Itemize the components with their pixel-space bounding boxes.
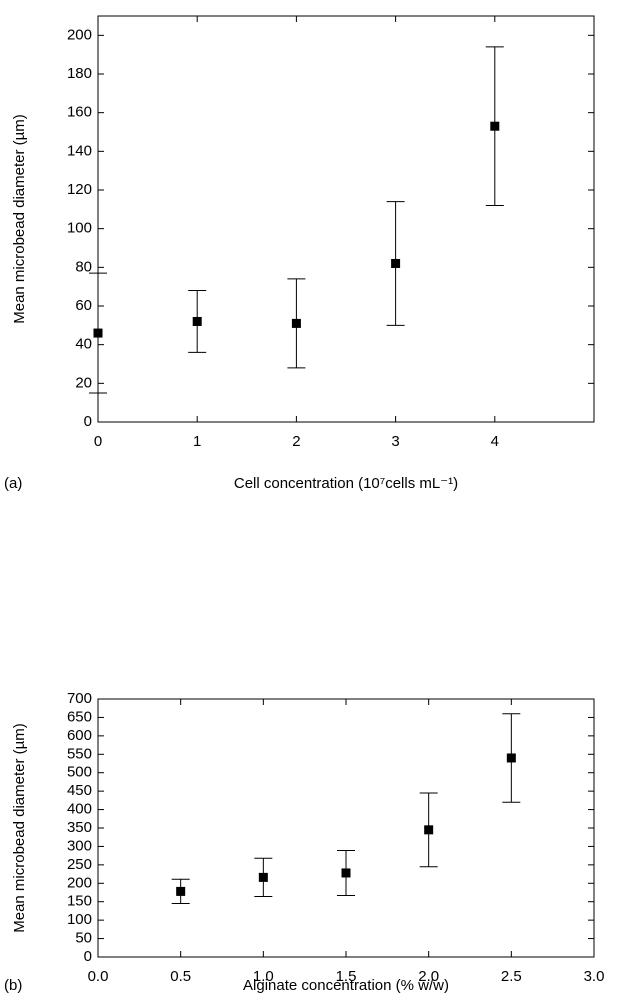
y-axis-label: Mean microbead diameter (µm) (11, 723, 28, 933)
y-tick-label: 0 (84, 413, 92, 430)
x-tick-label: 0.5 (170, 968, 191, 985)
panel-label: (a) (4, 475, 22, 492)
y-tick-label: 200 (67, 874, 92, 891)
point (341, 868, 351, 878)
point (490, 121, 500, 131)
y-tick-label: 80 (75, 258, 92, 275)
y-tick-label: 350 (67, 819, 92, 836)
point (176, 886, 186, 896)
x-tick-label: 0 (94, 433, 102, 450)
point (424, 825, 434, 835)
y-tick-label: 40 (75, 336, 92, 353)
y-tick-label: 180 (67, 65, 92, 82)
point (391, 258, 401, 268)
y-tick-label: 700 (67, 690, 92, 707)
point (291, 318, 301, 328)
x-tick-label: 2.0 (418, 968, 439, 985)
x-tick-label: 1 (193, 433, 201, 450)
y-tick-label: 550 (67, 745, 92, 762)
y-tick-label: 120 (67, 181, 92, 198)
y-tick-label: 450 (67, 782, 92, 799)
y-tick-label: 100 (67, 911, 92, 928)
point (93, 328, 103, 338)
x-tick-label: 2 (292, 433, 300, 450)
y-axis-label: Mean microbead diameter (µm) (11, 114, 28, 324)
y-tick-label: 300 (67, 837, 92, 854)
point (258, 872, 268, 882)
y-tick-label: 250 (67, 856, 92, 873)
x-axis-label: Cell concentration (10⁷cells mL⁻¹) (234, 475, 458, 492)
x-tick-label: 0.0 (88, 968, 109, 985)
plot-frame (97, 15, 595, 423)
y-tick-label: 60 (75, 297, 92, 314)
y-tick-label: 100 (67, 220, 92, 237)
y-tick-label: 400 (67, 801, 92, 818)
x-tick-label: 3.0 (584, 968, 605, 985)
y-tick-label: 650 (67, 708, 92, 725)
y-tick-label: 50 (75, 930, 92, 947)
y-tick-label: 140 (67, 142, 92, 159)
y-tick-label: 0 (84, 948, 92, 965)
y-tick-label: 500 (67, 764, 92, 781)
panel-label: (b) (4, 977, 22, 994)
y-tick-label: 150 (67, 893, 92, 910)
y-tick-label: 160 (67, 104, 92, 121)
x-tick-label: 4 (491, 433, 499, 450)
x-tick-label: 1.0 (253, 968, 274, 985)
point (192, 316, 202, 326)
x-axis-label: Alginate concentration (% w/w) (243, 977, 449, 994)
x-tick-label: 3 (391, 433, 399, 450)
point (506, 753, 516, 763)
y-tick-label: 20 (75, 374, 92, 391)
plot-frame (97, 698, 595, 958)
y-tick-label: 200 (67, 26, 92, 43)
x-tick-label: 1.5 (336, 968, 357, 985)
x-tick-label: 2.5 (501, 968, 522, 985)
y-tick-label: 600 (67, 727, 92, 744)
